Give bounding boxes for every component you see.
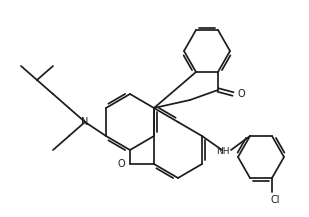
Text: NH: NH [216, 148, 230, 156]
Text: O: O [117, 159, 125, 169]
Text: Cl: Cl [270, 195, 280, 205]
Text: N: N [81, 117, 89, 127]
Text: O: O [237, 89, 245, 99]
